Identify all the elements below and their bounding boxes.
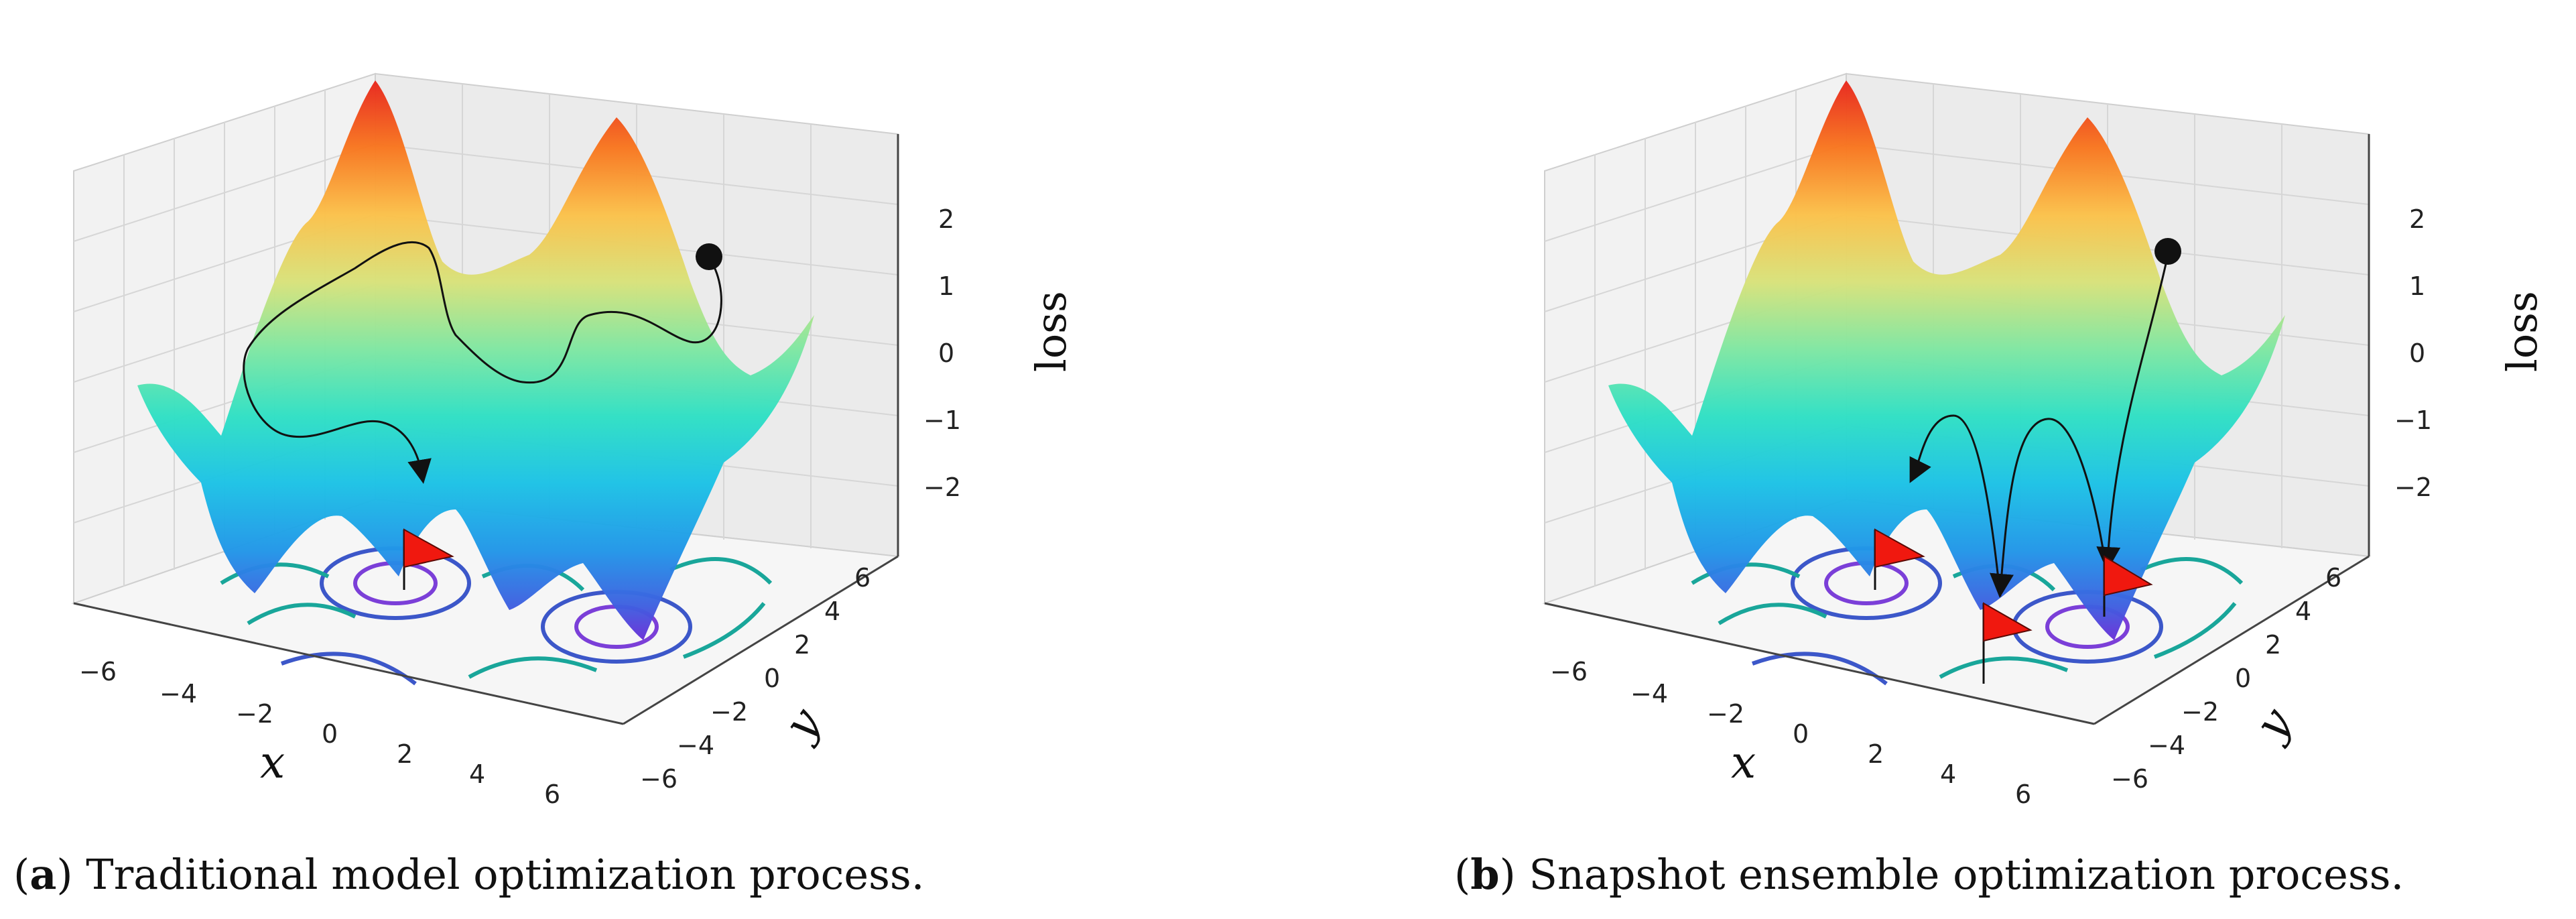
axis-lines [1544,134,2370,725]
y-tick: 2 [794,630,810,660]
optimizer-path-2 [1990,418,2106,598]
y-tick: 4 [2295,597,2311,626]
y-tick: −6 [2111,764,2148,794]
z-tick: 0 [938,339,954,368]
x-tick: 4 [1940,759,1956,789]
caption-a: (a) Traditional model optimization proce… [13,850,925,899]
z-tick: −2 [923,473,961,502]
y-tick: 4 [824,597,840,626]
caption-b-letter: b [1470,850,1500,899]
z-tick: 1 [938,271,954,301]
z-tick: −1 [2394,406,2432,435]
x-tick: 4 [469,759,485,789]
snapshot-flag-2 [1982,602,2033,684]
caption-b: (b) Snapshot ensemble optimization proce… [1454,850,2404,899]
y-tick: 0 [2235,664,2251,693]
y-tick: −2 [710,697,748,727]
optimizer-path [243,241,722,484]
y-tick: −4 [2148,731,2185,760]
x-tick: −2 [236,699,273,729]
x-tick: −2 [1707,699,1744,729]
caption-b-text: Snapshot ensemble optimization process. [1529,850,2404,899]
axis-lines [73,134,899,725]
x-tick: −4 [159,679,197,709]
loss-surface [1608,80,2285,640]
optimizer-path-1 [2096,254,2169,571]
z-tick: 1 [2409,271,2425,301]
caption-a-letter: a [29,850,57,899]
x-tick: −6 [79,657,117,686]
snapshot-flag-1 [1874,528,1925,590]
x-tick: 2 [1868,739,1884,769]
z-tick: 2 [938,204,954,234]
minimum-flag [403,528,454,590]
y-tick: −4 [677,731,714,760]
y-tick: −6 [640,764,678,794]
z-tick: 0 [2409,339,2425,368]
y-tick: 6 [2325,563,2341,593]
x-tick: −6 [1550,657,1588,686]
x-axis-label: x [260,737,285,788]
x-tick: 6 [2015,780,2031,809]
x-tick: 2 [397,739,413,769]
x-axis-label: x [1731,737,1756,788]
x-tick: 0 [1793,719,1809,749]
y-tick: 6 [854,563,871,593]
panel-b-ticks: −6 −4 −2 0 2 4 6 −6 −4 −2 0 2 4 6 2 1 0 … [1550,204,2547,809]
y-tick: 0 [764,664,780,693]
loss-surface [137,80,814,640]
x-tick: −4 [1630,679,1668,709]
optimizer-path-3 [1909,414,2002,597]
panel-a-plot [71,72,901,725]
z-tick: −2 [2394,473,2432,502]
y-axis-label: y [2244,698,2302,751]
x-tick: 0 [322,719,338,749]
caption-a-text: Traditional model optimization process. [86,850,925,899]
y-tick: 2 [2265,630,2281,660]
z-tick: −1 [923,406,961,435]
y-tick: −2 [2181,697,2219,727]
x-tick: 6 [544,780,560,809]
snapshot-flag-3 [2103,555,2153,617]
panel-b-plot [1542,72,2372,725]
z-axis-label: loss [1027,291,1076,372]
panel-a-ticks: −6 −4 −2 0 2 4 6 −6 −4 −2 0 2 4 6 2 1 0 … [79,204,1076,809]
z-tick: 2 [2409,204,2425,234]
z-axis-label: loss [2498,291,2547,372]
start-point [696,243,722,270]
start-point [2154,238,2181,265]
y-axis-label: y [773,698,831,751]
